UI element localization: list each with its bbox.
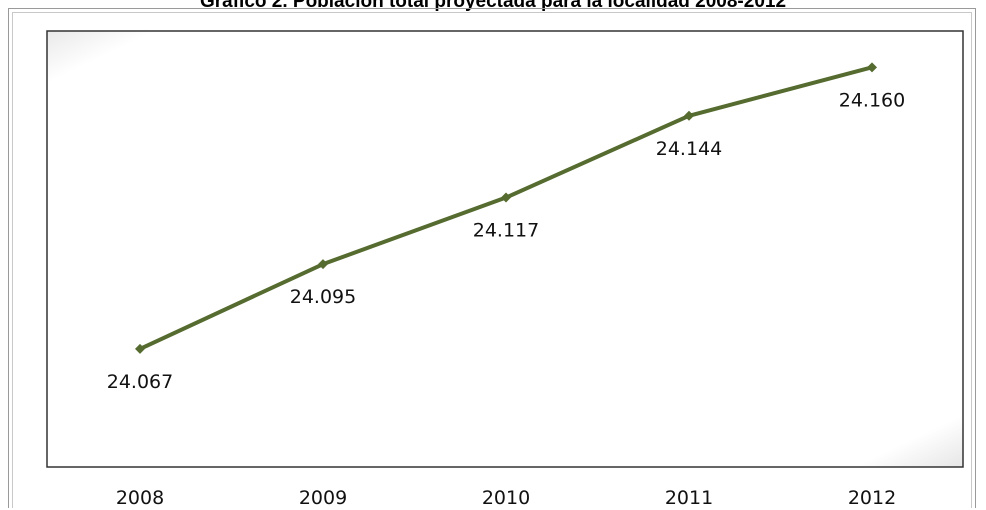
plot-area [46,30,964,468]
data-point-marker [867,62,877,73]
data-label: 24.095 [290,286,356,308]
data-point-marker [501,192,511,203]
series-layer [135,62,877,354]
data-point-marker [135,343,145,354]
x-tick-label: 2011 [665,487,713,509]
data-point-marker [684,110,694,121]
chart-frame-inner [12,12,972,508]
chart-title: Gráfico 2. Población total proyectada pa… [199,0,787,12]
data-label: 24.117 [473,220,539,242]
data-label: 24.067 [107,371,173,393]
x-tick-label: 2010 [482,487,530,509]
chart-frame [8,8,976,508]
x-tick-label: 2012 [848,487,896,509]
x-axis-tick-labels: 2008 2009 2010 2011 2012 [116,487,896,509]
data-label: 24.144 [656,138,722,160]
data-point-marker [318,259,328,270]
x-tick-label: 2009 [299,487,347,509]
data-label: 24.160 [839,89,905,111]
x-tick-label: 2008 [116,487,164,509]
data-labels: 24.067 24.095 24.117 24.144 24.160 [107,89,905,393]
